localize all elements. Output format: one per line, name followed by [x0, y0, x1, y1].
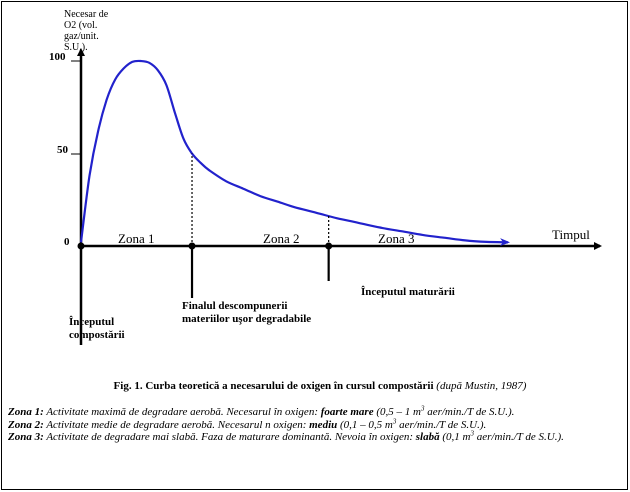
zone-note-strong: mediu — [309, 418, 338, 431]
y-axis-title-line: gaz/unit. — [64, 31, 99, 42]
y-axis-title-line: S.U.). — [64, 42, 88, 53]
annotation-line: Finalul descompunerii — [182, 300, 288, 312]
zone-note-1: Zona 1: Activitate maximă de degradare a… — [8, 404, 618, 419]
zone-note-2: Zona 2: Activitate medie de degradare ae… — [8, 416, 618, 432]
zone-note-strong: slabă — [415, 431, 440, 443]
annotation-end-decomposition: Finalul descompunerii materiilor uşor de… — [182, 300, 311, 326]
zone-note-text: Activitate maximă de degradare aerobă. N… — [46, 406, 318, 418]
y-axis-title: Necesar de O2 (vol. gaz/unit. S.U.). — [64, 9, 108, 53]
axis-marker-dot — [77, 242, 85, 250]
zone-note-3: Zona 3: Activitate de degradare mai slab… — [8, 429, 618, 444]
zone-label-3: Zona 3 — [378, 231, 415, 246]
y-tick-label-50: 50 — [57, 144, 68, 156]
zone-note-title: Zona 1: — [8, 406, 44, 418]
zone-note-strong: foarte mare — [320, 406, 374, 418]
zone-note-title: Zona 3: — [8, 431, 44, 443]
zone-label-2: Zona 2 — [263, 231, 300, 246]
annotation-line: Începutul maturării — [361, 286, 455, 298]
figure-caption: Fig. 1. Curba teoretică a necesarului de… — [60, 380, 580, 392]
zone-note-sup: 3 — [392, 416, 397, 425]
y-axis-title-line: Necesar de — [64, 9, 109, 20]
caption-text: Fig. 1. Curba teoretică a necesarului de… — [113, 380, 434, 392]
zone-note-value: (0,1 m — [442, 431, 471, 443]
zone-note-value: (0,1 – 0,5 m — [340, 418, 393, 431]
zone-note-title: Zona 2: — [8, 418, 44, 431]
annotation-line: materiilor uşor degradabile — [182, 313, 312, 325]
zone-note-text: Activitate medie de degradare aerobă. Ne… — [46, 418, 307, 431]
zone-note-unit: aer/min./T de S.U.). — [399, 418, 487, 431]
oxygen-demand-curve — [79, 59, 510, 247]
annotation-line: Începutul — [69, 316, 115, 328]
y-tick-label-100: 100 — [49, 51, 66, 63]
zone-note-unit: aer/min./T de S.U.). — [476, 431, 564, 443]
x-axis-title: Timpul — [552, 227, 590, 242]
chart-canvas — [71, 48, 602, 345]
annotation-line: compostării — [69, 329, 125, 341]
zone-notes: Zona 1: Activitate maximă de degradare a… — [8, 404, 618, 445]
caption-source: (după Mustin, 1987) — [436, 380, 527, 392]
zone-note-sup: 3 — [420, 404, 425, 413]
zone-label-1: Zona 1 — [118, 231, 155, 246]
annotation-start-maturation: Începutul maturării — [361, 286, 455, 299]
annotation-start-composting: Începutul compostării — [69, 316, 125, 342]
y-axis-title-line: O2 (vol. — [64, 20, 98, 31]
y-tick-label-0: 0 — [64, 236, 70, 248]
zone-note-value: (0,5 – 1 m — [376, 406, 421, 418]
zone-note-sup: 3 — [470, 429, 474, 438]
zone-note-text: Activitate de degradare mai slabă. Faza … — [46, 431, 414, 443]
zone-note-unit: aer/min./T de S.U.). — [427, 406, 515, 418]
